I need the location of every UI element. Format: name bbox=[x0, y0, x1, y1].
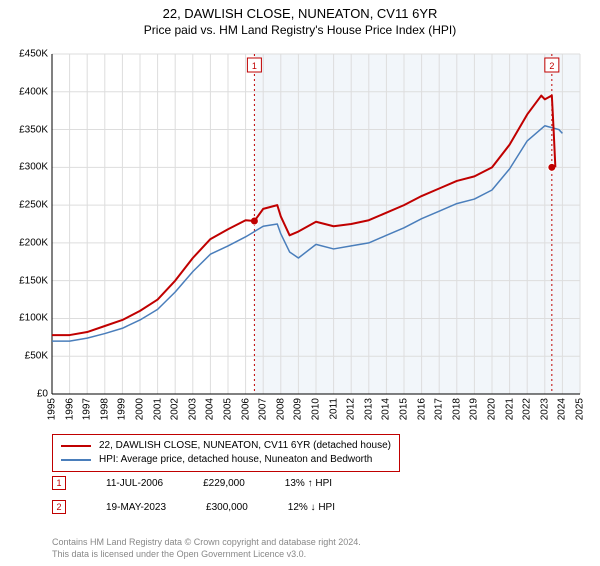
x-axis-label: 2010 bbox=[311, 398, 322, 420]
marker-delta-1: 13% ↑ HPI bbox=[285, 478, 332, 489]
footer-line-2: This data is licensed under the Open Gov… bbox=[52, 548, 361, 560]
x-axis-label: 2000 bbox=[135, 398, 146, 420]
page-subtitle: Price paid vs. HM Land Registry's House … bbox=[0, 23, 600, 37]
x-axis-label: 2023 bbox=[539, 398, 550, 420]
legend-swatch-series-0 bbox=[61, 445, 91, 447]
x-axis-label: 2024 bbox=[557, 398, 568, 420]
marker-delta-2: 12% ↓ HPI bbox=[288, 502, 335, 513]
x-axis-label: 2006 bbox=[240, 398, 251, 420]
x-axis-label: 2005 bbox=[223, 398, 234, 420]
x-axis-label: 2011 bbox=[328, 398, 339, 420]
x-axis-label: 2009 bbox=[293, 398, 304, 420]
marker-price-2: £300,000 bbox=[206, 502, 248, 513]
x-axis-label: 1996 bbox=[64, 398, 75, 420]
marker-price-1: £229,000 bbox=[203, 478, 245, 489]
footer-attribution: Contains HM Land Registry data © Crown c… bbox=[52, 536, 361, 560]
x-axis-label: 2002 bbox=[170, 398, 181, 420]
x-axis-label: 2021 bbox=[504, 398, 515, 420]
x-axis-label: 2013 bbox=[363, 398, 374, 420]
marker-date-1: 11-JUL-2006 bbox=[106, 478, 163, 489]
legend-label-series-1: HPI: Average price, detached house, Nune… bbox=[99, 453, 372, 467]
page-title: 22, DAWLISH CLOSE, NUNEATON, CV11 6YR bbox=[0, 6, 600, 21]
price-chart: 12 £0£50K£100K£150K£200K£250K£300K£350K£… bbox=[52, 54, 580, 394]
x-axis-label: 1997 bbox=[82, 398, 93, 420]
x-axis-label: 2018 bbox=[451, 398, 462, 420]
y-axis-label: £450K bbox=[2, 49, 48, 60]
marker-badge-1: 1 bbox=[52, 476, 66, 490]
x-axis-label: 2004 bbox=[205, 398, 216, 420]
x-axis-label: 2020 bbox=[487, 398, 498, 420]
x-axis-label: 2017 bbox=[434, 398, 445, 420]
x-axis-label: 1998 bbox=[99, 398, 110, 420]
x-axis-label: 2003 bbox=[187, 398, 198, 420]
x-axis-label: 2015 bbox=[399, 398, 410, 420]
y-axis-label: £400K bbox=[2, 86, 48, 97]
x-axis-label: 2025 bbox=[575, 398, 586, 420]
y-axis-label: £250K bbox=[2, 200, 48, 211]
y-axis-label: £200K bbox=[2, 237, 48, 248]
x-axis-label: 2007 bbox=[258, 398, 269, 420]
legend-swatch-series-1 bbox=[61, 459, 91, 461]
svg-text:1: 1 bbox=[252, 61, 257, 71]
marker-date-2: 19-MAY-2023 bbox=[106, 502, 166, 513]
y-axis-label: £300K bbox=[2, 162, 48, 173]
x-axis-label: 2022 bbox=[522, 398, 533, 420]
x-axis-label: 2016 bbox=[416, 398, 427, 420]
svg-text:2: 2 bbox=[549, 61, 554, 71]
x-axis-label: 1995 bbox=[47, 398, 58, 420]
x-axis-label: 2014 bbox=[381, 398, 392, 420]
legend-label-series-0: 22, DAWLISH CLOSE, NUNEATON, CV11 6YR (d… bbox=[99, 439, 391, 453]
y-axis-label: £150K bbox=[2, 275, 48, 286]
y-axis-label: £50K bbox=[2, 351, 48, 362]
x-axis-label: 2019 bbox=[469, 398, 480, 420]
x-axis-label: 2012 bbox=[346, 398, 357, 420]
marker-row-2: 2 19-MAY-2023 £300,000 12% ↓ HPI bbox=[52, 500, 335, 514]
y-axis-label: £350K bbox=[2, 124, 48, 135]
footer-line-1: Contains HM Land Registry data © Crown c… bbox=[52, 536, 361, 548]
chart-legend: 22, DAWLISH CLOSE, NUNEATON, CV11 6YR (d… bbox=[52, 434, 400, 472]
marker-badge-2: 2 bbox=[52, 500, 66, 514]
x-axis-label: 2001 bbox=[152, 398, 163, 420]
y-axis-label: £100K bbox=[2, 313, 48, 324]
y-axis-label: £0 bbox=[2, 389, 48, 400]
x-axis-label: 2008 bbox=[275, 398, 286, 420]
x-axis-label: 1999 bbox=[117, 398, 128, 420]
marker-row-1: 1 11-JUL-2006 £229,000 13% ↑ HPI bbox=[52, 476, 332, 490]
